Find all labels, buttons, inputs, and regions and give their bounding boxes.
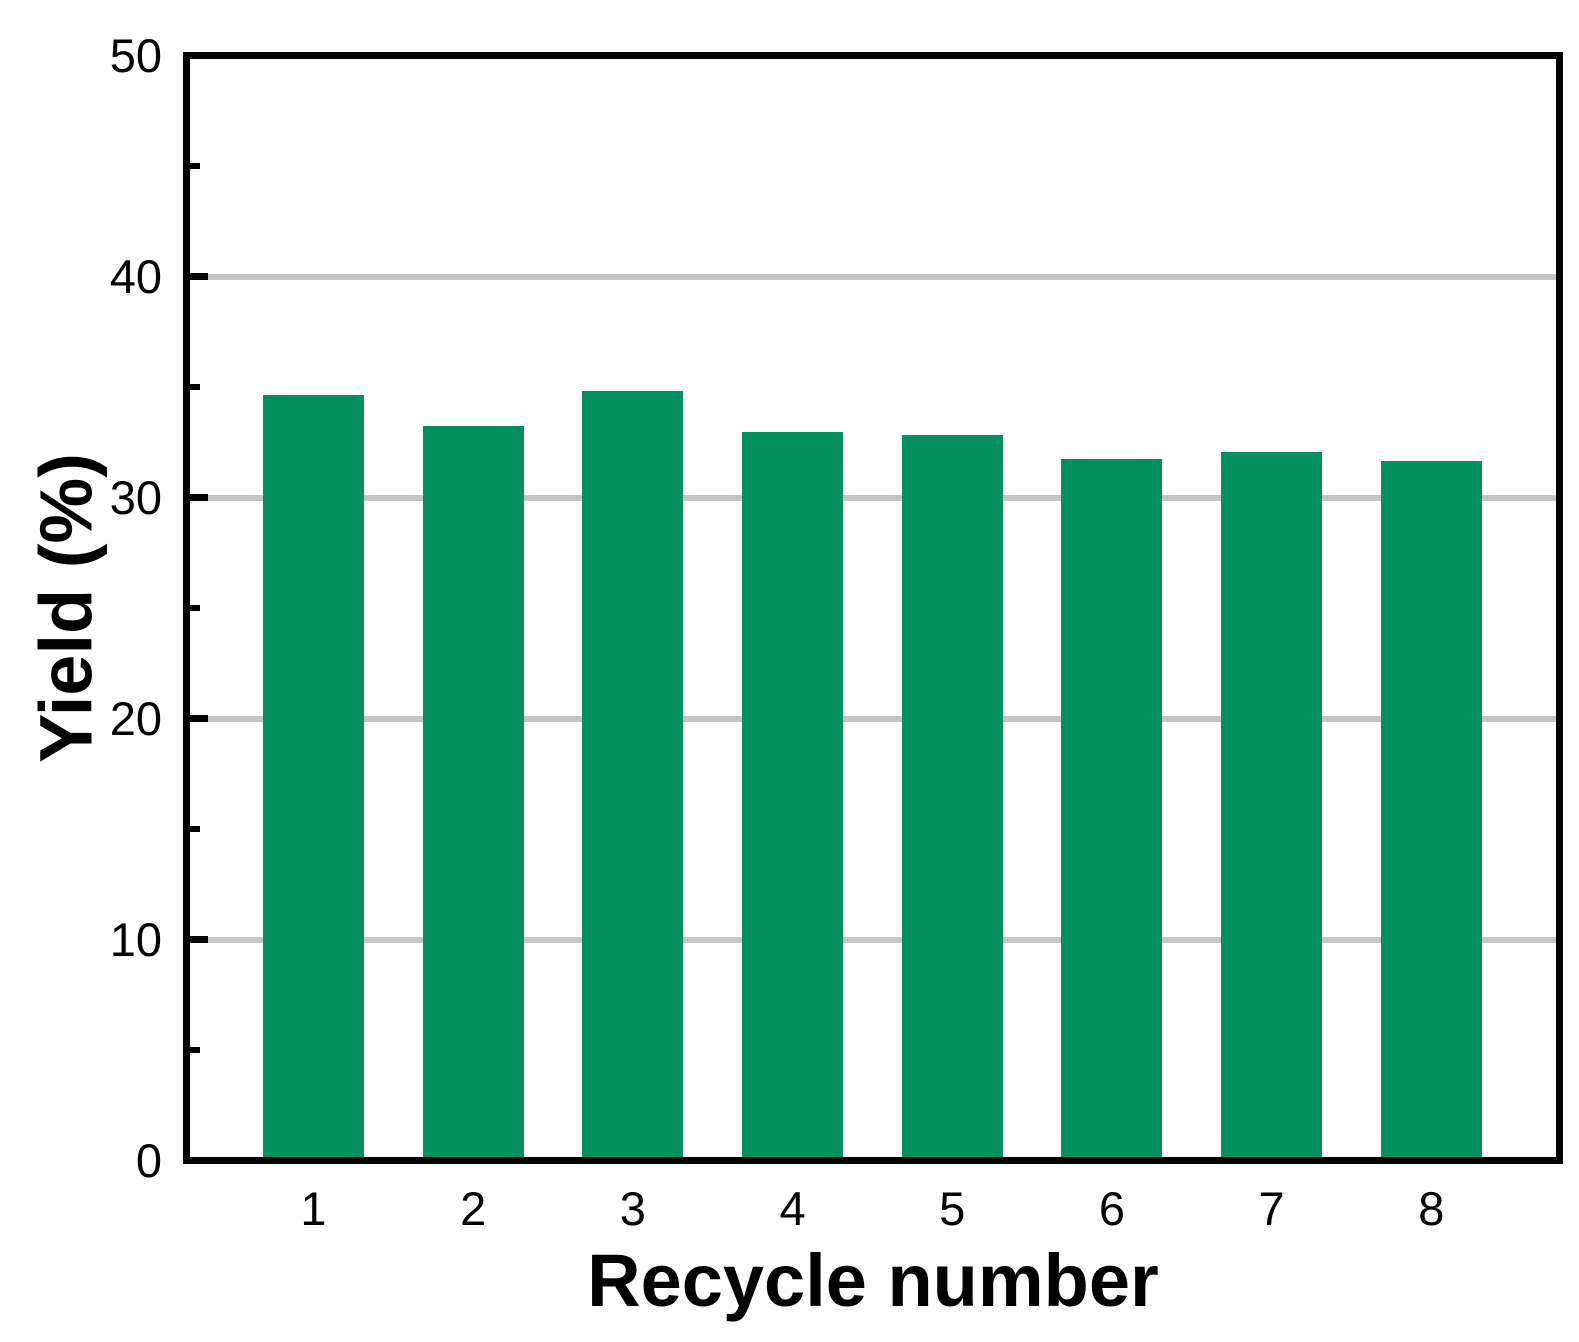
y-tick-label-10: 10 (109, 912, 162, 966)
y-tick-label-50: 50 (109, 28, 162, 82)
y-minor-tick-15 (190, 826, 200, 832)
bar-recycle-1 (262, 395, 365, 1157)
y-major-tick-30 (190, 494, 208, 501)
x-tick-label-8: 8 (1418, 1182, 1445, 1235)
bar-recycle-3 (582, 390, 684, 1157)
y-minor-tick-25 (190, 605, 200, 611)
bar-recycle-8 (1380, 460, 1482, 1157)
bar-recycle-6 (1061, 458, 1163, 1157)
bar-recycle-2 (422, 425, 524, 1157)
gridline-y-30 (190, 494, 1556, 501)
y-major-tick-10 (190, 936, 208, 943)
x-tick-label-1: 1 (300, 1182, 327, 1235)
bar-recycle-7 (1221, 452, 1323, 1157)
x-tick-label-7: 7 (1258, 1182, 1285, 1235)
y-minor-tick-35 (190, 384, 200, 390)
bar-recycle-4 (742, 432, 844, 1157)
y-minor-tick-5 (190, 1047, 200, 1053)
x-tick-label-3: 3 (619, 1182, 646, 1235)
x-tick-label-6: 6 (1098, 1182, 1125, 1235)
y-tick-label-20: 20 (109, 691, 162, 745)
plot-area (183, 52, 1563, 1164)
y-tick-label-30: 30 (109, 470, 162, 524)
plot-inner-region (190, 59, 1556, 1157)
x-tick-label-5: 5 (939, 1182, 966, 1235)
y-major-tick-20 (190, 715, 208, 722)
gridline-y-40 (190, 273, 1556, 280)
y-minor-tick-45 (190, 163, 200, 169)
bar-recycle-5 (901, 434, 1003, 1157)
x-tick-label-2: 2 (460, 1182, 487, 1235)
y-tick-label-40: 40 (109, 249, 162, 303)
x-tick-label-4: 4 (779, 1182, 806, 1235)
gridline-y-20 (190, 715, 1556, 722)
y-tick-label-0: 0 (135, 1133, 162, 1187)
x-axis-title: Recycle number (587, 1239, 1159, 1322)
gridline-y-10 (190, 936, 1556, 943)
y-major-tick-40 (190, 273, 208, 280)
